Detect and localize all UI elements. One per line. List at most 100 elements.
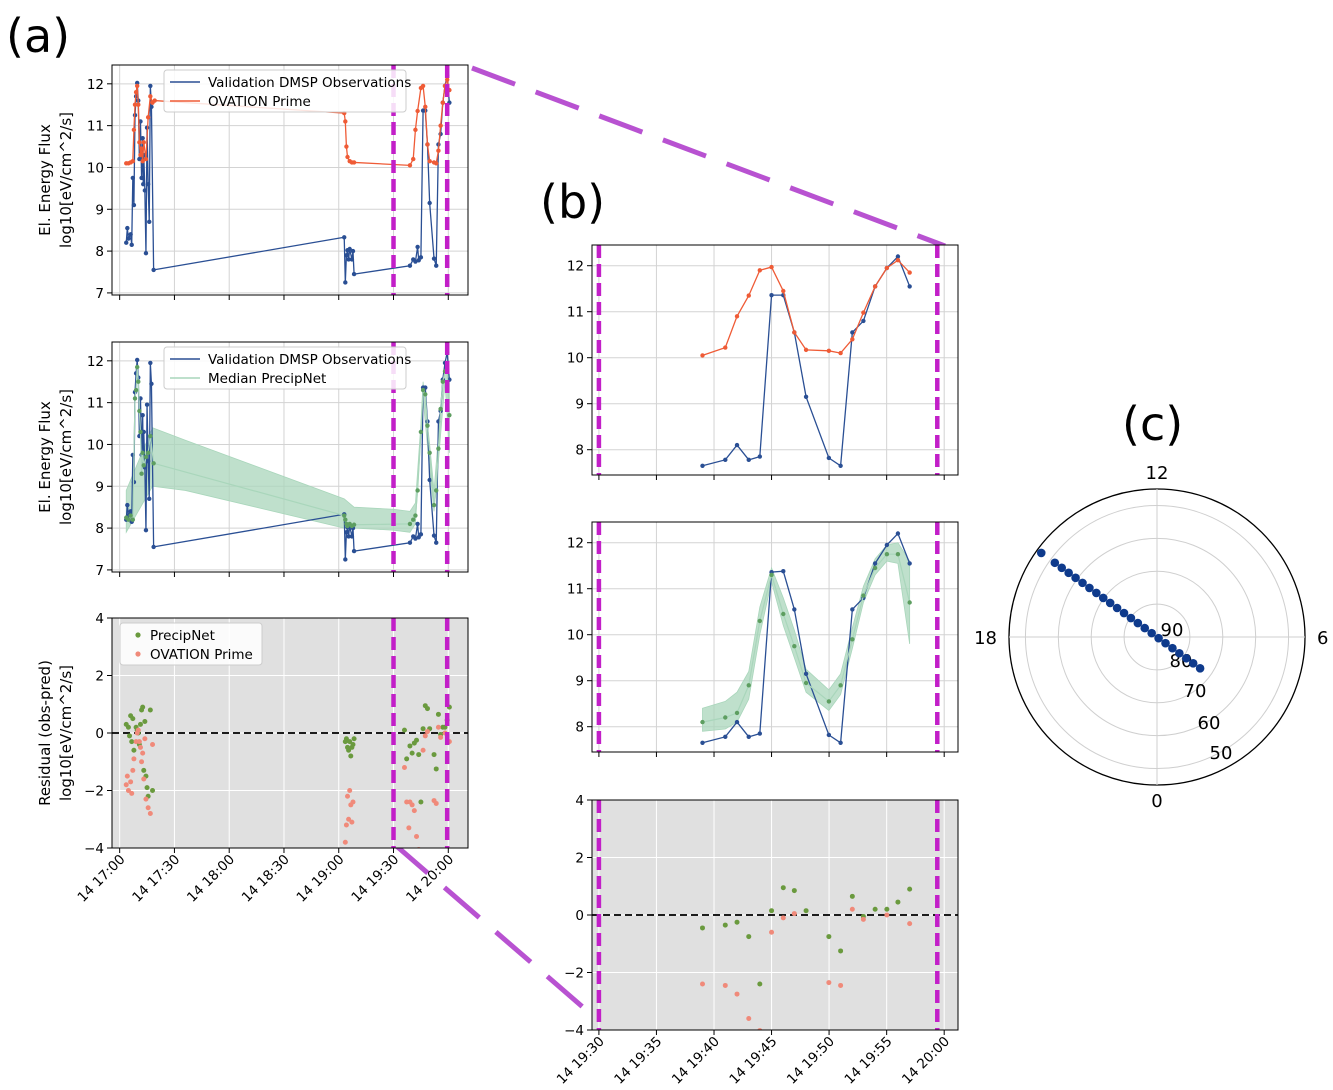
residual-point-resid_red (344, 823, 349, 828)
y-tick-label: 8 (95, 521, 104, 537)
data-point-precipnet (134, 388, 138, 392)
residual-point-resid_red (141, 777, 146, 782)
data-point-obs (758, 454, 762, 458)
data-point-obs (747, 458, 751, 462)
data-point-ovation (700, 353, 704, 357)
satellite-track-point (1085, 584, 1094, 593)
y-tick-label: 8 (95, 244, 104, 260)
residual-point-resid_green (873, 907, 878, 912)
residual-point-resid_green (138, 722, 143, 727)
y-tick-label: 7 (95, 563, 104, 579)
satellite-track-point (1064, 569, 1073, 578)
x-tick-label: 14 20:00 (899, 1034, 953, 1088)
data-point-obs (352, 549, 356, 553)
data-point-precipnet (441, 380, 445, 384)
data-point-obs (143, 188, 147, 192)
data-point-precipnet (873, 566, 877, 570)
data-point-obs (792, 607, 796, 611)
data-point-ovation (885, 266, 889, 270)
data-point-precipnet (838, 683, 842, 687)
y-tick-label: 12 (87, 77, 104, 93)
data-point-obs (758, 731, 762, 735)
residual-point-resid_green (142, 719, 147, 724)
residual-point-resid_red (757, 1028, 762, 1033)
residual-point-resid_red (343, 840, 348, 845)
x-tick-label: 14 17:00 (74, 852, 128, 906)
x-tick-label: 14 19:55 (841, 1034, 895, 1088)
data-point-ovation (781, 289, 785, 293)
data-point-ovation (344, 144, 348, 148)
residual-point-resid_green (769, 908, 774, 913)
data-point-obs (747, 735, 751, 739)
data-point-obs (126, 236, 130, 240)
panel-c-polar-track: 126018 9080706050 (974, 463, 1328, 812)
data-point-precipnet (769, 573, 773, 577)
data-point-obs (124, 241, 128, 245)
data-point-obs (907, 284, 911, 288)
y-tick-label: −2 (564, 966, 584, 982)
data-point-precipnet (128, 513, 132, 517)
data-point-obs (351, 249, 355, 253)
data-point-precipnet (419, 430, 423, 434)
y-tick-label: 10 (87, 437, 104, 453)
residual-point-resid_red (421, 748, 426, 753)
data-point-obs (427, 478, 431, 482)
residual-point-resid_green (404, 756, 409, 761)
data-point-precipnet (139, 472, 143, 476)
data-point-obs (350, 257, 354, 261)
residual-point-resid_green (425, 706, 430, 711)
data-point-ovation (139, 146, 143, 150)
satellite-track-point (1168, 644, 1177, 653)
data-point-obs (432, 256, 436, 260)
x-tick-label: 14 19:00 (294, 852, 348, 906)
data-point-ovation (850, 337, 854, 341)
data-point-precipnet (700, 720, 704, 724)
data-point-obs (145, 403, 149, 407)
residual-point-resid_red (130, 768, 135, 773)
data-point-obs (149, 382, 153, 386)
data-point-obs (907, 561, 911, 565)
residual-point-resid_green (735, 920, 740, 925)
panel-label-c: (c) (1122, 397, 1183, 451)
data-point-obs (148, 84, 152, 88)
y-tick-label: −4 (84, 841, 104, 857)
x-tick-label: 14 19:35 (611, 1034, 665, 1088)
y-tick-label: 9 (95, 202, 104, 218)
y-axis-label: El. Energy Flux (36, 401, 54, 513)
data-point-precipnet (131, 518, 135, 522)
y-tick-label: 11 (87, 119, 104, 135)
y-tick-label: 9 (575, 674, 584, 690)
x-tick-label: 14 19:45 (726, 1034, 780, 1088)
data-point-obs (896, 531, 900, 535)
data-point-obs (343, 557, 347, 561)
panel-b1-zoom-ovation: 89101112 (567, 245, 958, 480)
mlt-label: 12 (1146, 463, 1169, 484)
residual-point-resid_red (139, 759, 144, 764)
y-tick-label: 10 (87, 160, 104, 176)
residual-point-resid_green (145, 785, 150, 790)
residual-point-resid_green (434, 766, 439, 771)
data-point-obs (735, 443, 739, 447)
residual-point-resid_green (350, 742, 355, 747)
residual-point-resid_green (421, 726, 426, 731)
residual-point-resid_green (148, 708, 153, 713)
panel-a1-energy-flux-ovation: 7 8 9 10 11 12 El. Energy Flux log10[eV/cm^2/s]… (36, 65, 468, 302)
legend-marker (135, 632, 140, 637)
x-tick-label: 14 17:30 (129, 852, 183, 906)
data-point-obs (132, 203, 136, 207)
data-point-obs (147, 220, 151, 224)
satellite-track-point (1078, 579, 1087, 588)
y-tick-label: 2 (575, 851, 584, 867)
residual-point-resid_red (124, 782, 129, 787)
mlat-label: 50 (1210, 743, 1233, 764)
residual-point-resid_red (345, 794, 350, 799)
data-point-obs (147, 497, 151, 501)
data-point-precipnet (735, 711, 739, 715)
mlat-label: 70 (1184, 681, 1207, 702)
residual-point-resid_green (352, 736, 357, 741)
residual-point-resid_green (150, 788, 155, 793)
data-point-ovation (343, 119, 347, 123)
data-point-precipnet (142, 463, 146, 467)
data-point-obs (408, 541, 412, 545)
data-point-precipnet (447, 413, 451, 417)
